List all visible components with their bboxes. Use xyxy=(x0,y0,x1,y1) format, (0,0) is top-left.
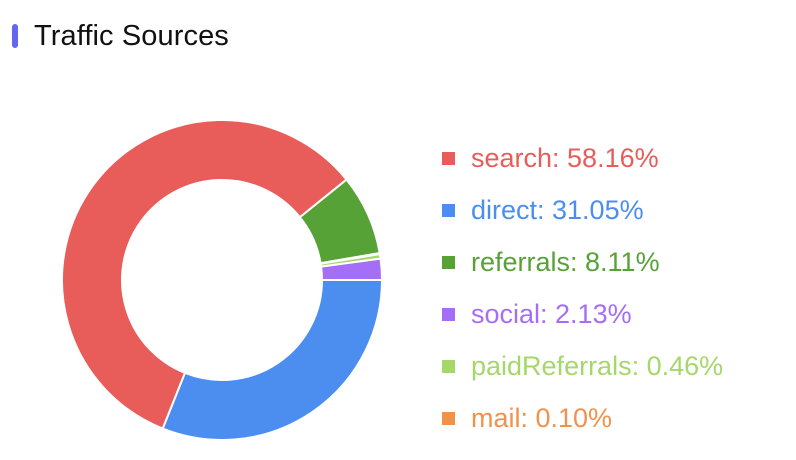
chart-header: Traffic Sources xyxy=(12,18,229,54)
slice-direct[interactable] xyxy=(161,279,384,441)
chart-legend: search: 58.16% direct: 31.05% referrals:… xyxy=(442,132,723,444)
legend-label-paid-referrals: paidReferrals: 0.46% xyxy=(471,350,724,381)
legend-label-mail: mail: 0.10% xyxy=(471,402,613,433)
legend-label-search: search: 58.16% xyxy=(471,142,659,173)
slice-search[interactable] xyxy=(61,119,348,430)
legend-label-referrals: referrals: 8.11% xyxy=(471,246,660,277)
legend-swatch-mail xyxy=(442,411,455,425)
legend-swatch-paid-referrals xyxy=(442,359,455,373)
title-accent-bar xyxy=(12,24,18,48)
legend-swatch-referrals xyxy=(442,255,455,269)
legend-label-direct: direct: 31.05% xyxy=(471,194,644,225)
legend-item-referrals[interactable]: referrals: 8.11% xyxy=(442,236,723,288)
legend-item-mail[interactable]: mail: 0.10% xyxy=(442,392,723,444)
legend-item-direct[interactable]: direct: 31.05% xyxy=(442,184,723,236)
slice-social[interactable] xyxy=(319,257,384,281)
legend-item-social[interactable]: social: 2.13% xyxy=(442,288,723,340)
chart-title: Traffic Sources xyxy=(34,19,229,52)
legend-swatch-social xyxy=(442,307,455,321)
legend-label-social: social: 2.13% xyxy=(471,298,632,329)
legend-swatch-search xyxy=(442,151,455,165)
legend-item-paid-referrals[interactable]: paidReferrals: 0.46% xyxy=(442,340,723,392)
legend-swatch-direct xyxy=(442,203,455,217)
legend-item-search[interactable]: search: 58.16% xyxy=(442,132,723,184)
